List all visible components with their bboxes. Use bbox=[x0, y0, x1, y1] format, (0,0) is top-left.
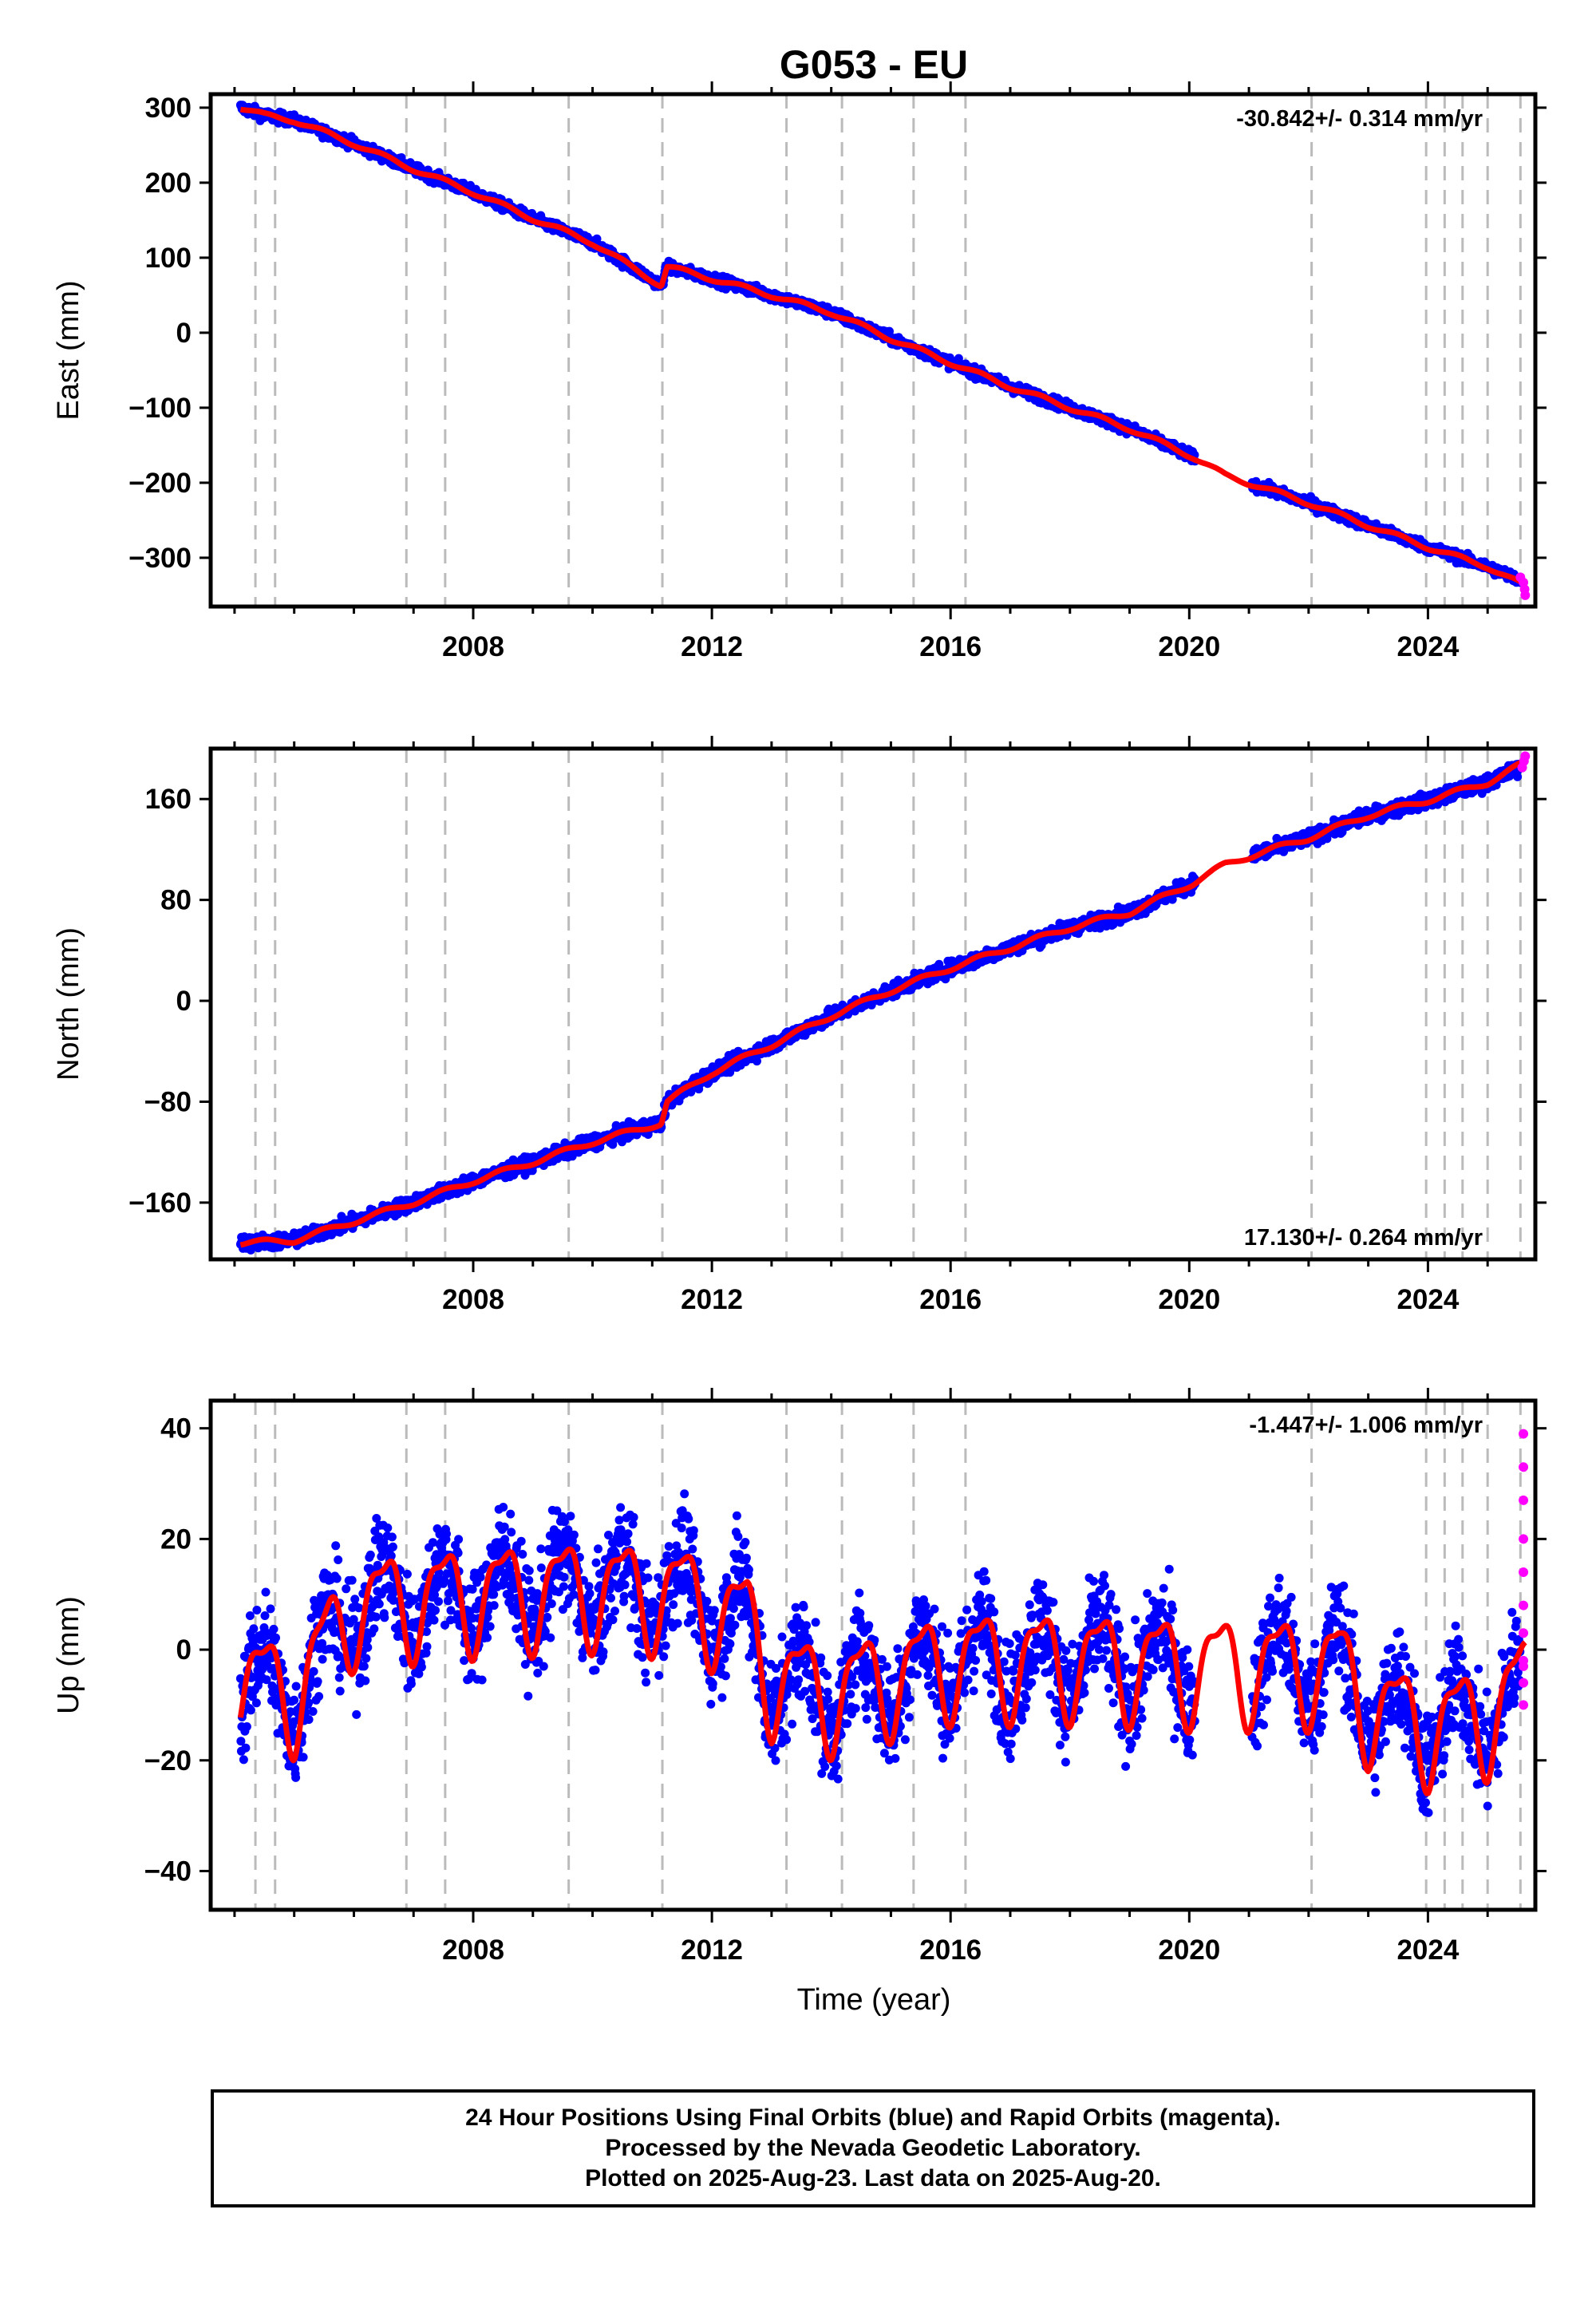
east-y-tick-label: 0 bbox=[176, 318, 192, 349]
east-panel: −300 −200 −100 0 100 200 300 East (mm) 2008 2012 2… bbox=[52, 81, 1547, 662]
east-plot-area bbox=[235, 94, 1531, 607]
east-y-tick-label: −200 bbox=[128, 468, 192, 499]
east-y-tick-label: 200 bbox=[145, 168, 192, 199]
east-rate-label: -30.842+/- 0.314 mm/yr bbox=[1236, 106, 1483, 132]
east-y-tick-label: 100 bbox=[145, 243, 192, 274]
east-x-tick-label: 2020 bbox=[1158, 631, 1220, 662]
east-x-tick-label: 2024 bbox=[1396, 631, 1459, 662]
chart-title: G053 - EU bbox=[780, 42, 968, 87]
east-x-tick-label: 2016 bbox=[919, 631, 982, 662]
east-rapid-point bbox=[1520, 590, 1531, 600]
east-y-tick-label: −300 bbox=[128, 543, 192, 574]
east-y-tick-label: −100 bbox=[128, 393, 192, 424]
east-x-tick-label: 2008 bbox=[442, 631, 504, 662]
east-x-tick-label: 2012 bbox=[681, 631, 743, 662]
east-y-tick-label: 300 bbox=[145, 93, 192, 124]
north-final-orbit-points bbox=[235, 760, 1525, 1255]
east-y-axis-label: East (mm) bbox=[52, 280, 85, 420]
north-plot-area bbox=[235, 749, 1531, 1259]
